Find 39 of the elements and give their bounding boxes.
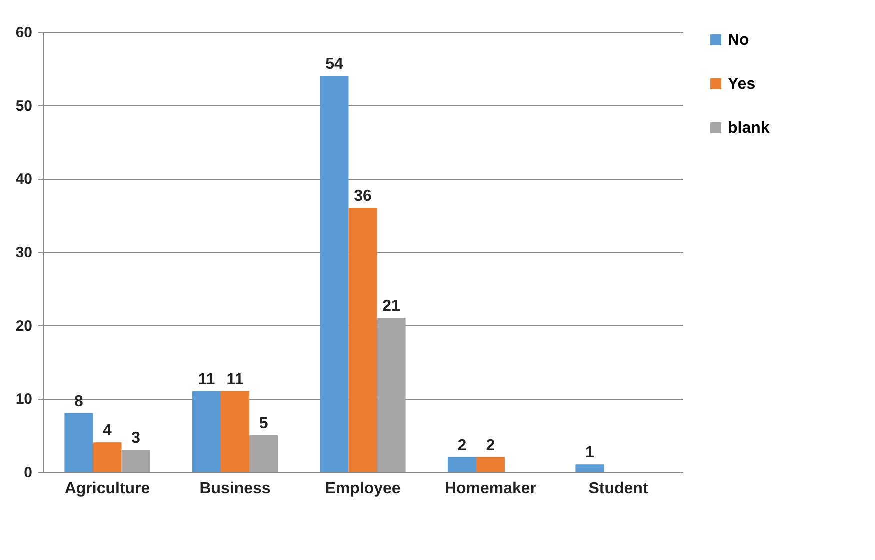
x-tick-label: Employee — [325, 480, 401, 498]
data-label: 11 — [198, 371, 216, 388]
data-label: 3 — [132, 430, 141, 447]
bar — [220, 391, 250, 472]
data-label: 21 — [382, 298, 401, 315]
bar — [192, 391, 221, 472]
bar — [576, 464, 604, 472]
bar — [448, 457, 476, 472]
data-label: 1 — [586, 444, 595, 462]
y-tick-label: 50 — [16, 98, 32, 115]
y-tick-label: 10 — [16, 391, 32, 408]
bar — [250, 435, 278, 472]
x-tick-label: Student — [588, 480, 649, 498]
bar — [320, 76, 349, 472]
y-tick-label: 40 — [16, 171, 32, 188]
data-label: 54 — [326, 56, 344, 73]
legend-label: Yes — [728, 76, 756, 93]
y-tick-label: 60 — [16, 24, 32, 42]
bar — [122, 450, 150, 472]
x-tick-label: Homemaker — [444, 480, 537, 498]
bar — [64, 413, 94, 472]
y-tick-label: 30 — [16, 244, 32, 262]
y-tick-label: 20 — [16, 318, 32, 335]
bar — [348, 208, 378, 472]
legend-label: blank — [728, 120, 770, 137]
data-label: 36 — [354, 188, 372, 205]
y-tick-label: 0 — [24, 464, 32, 482]
bar — [93, 442, 122, 472]
x-tick-label: Agriculture — [64, 480, 150, 498]
legend-label: No — [728, 32, 750, 49]
data-label: 2 — [486, 437, 496, 454]
data-label: 11 — [226, 371, 244, 388]
data-label: 8 — [74, 393, 84, 410]
x-tick-label: Business — [200, 480, 271, 498]
data-label: 2 — [458, 437, 467, 454]
bar — [476, 457, 506, 472]
bar — [377, 318, 406, 472]
data-label: 5 — [259, 415, 268, 432]
data-label: 4 — [103, 422, 112, 440]
